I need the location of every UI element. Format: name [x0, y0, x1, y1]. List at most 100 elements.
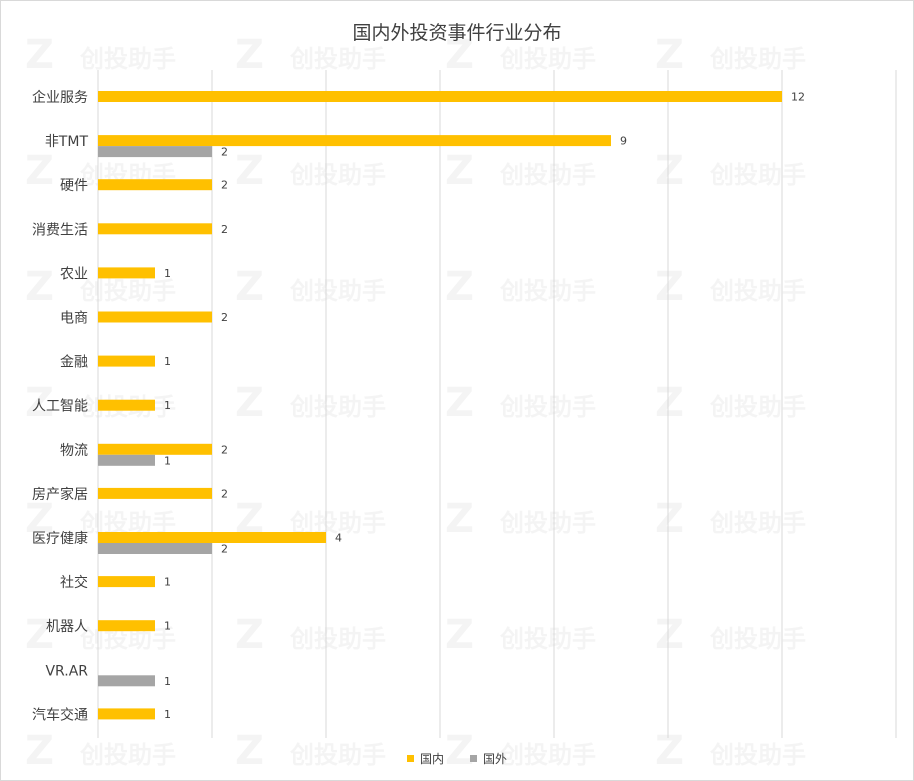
- watermark-text: 创投助手: [709, 741, 806, 769]
- watermark-z-icon: Z: [445, 612, 474, 658]
- bar-domestic: [98, 311, 212, 323]
- data-label: 2: [221, 311, 228, 324]
- watermark-z-icon: Z: [235, 612, 264, 658]
- watermark-text: 创投助手: [289, 393, 386, 421]
- category-label: 消费生活: [32, 222, 88, 238]
- category-label: VR.AR: [45, 663, 88, 679]
- data-label: 1: [164, 576, 171, 589]
- watermark-text: 创投助手: [709, 509, 806, 537]
- watermark-text: 创投助手: [289, 45, 386, 73]
- category-label: 金融: [60, 355, 88, 371]
- category-label: 企业服务: [32, 89, 88, 106]
- watermark-text: 创投助手: [709, 45, 806, 73]
- watermark-z-icon: Z: [235, 728, 264, 774]
- category-label: 房产家居: [32, 486, 88, 503]
- watermark-text: 创投助手: [499, 277, 596, 305]
- bar-foreign: [98, 146, 212, 158]
- watermark-text: 创投助手: [499, 625, 596, 653]
- bar-domestic: [98, 223, 212, 235]
- watermark-z-icon: Z: [25, 612, 54, 658]
- watermark-text: 创投助手: [289, 625, 386, 653]
- legend-item-domestic[interactable]: 国内: [406, 750, 444, 767]
- category-label: 农业: [60, 266, 88, 282]
- bar-domestic: [98, 443, 212, 455]
- watermark-z-icon: Z: [25, 380, 54, 426]
- watermark-z-icon: Z: [445, 380, 474, 426]
- bar-domestic: [98, 399, 155, 411]
- category-label: 机器人: [46, 619, 88, 635]
- chart-title: 国内外投资事件行业分布: [352, 22, 562, 44]
- bar-foreign: [98, 675, 155, 687]
- watermark-z-icon: Z: [25, 728, 54, 774]
- bar-domestic: [98, 179, 212, 191]
- watermark-z-icon: Z: [655, 264, 684, 310]
- category-label: 汽车交通: [32, 706, 88, 723]
- legend-swatch-foreign: [470, 755, 477, 762]
- watermark-text: 创投助手: [709, 161, 806, 189]
- data-label: 2: [221, 179, 228, 192]
- bar-domestic: [98, 576, 155, 588]
- watermark-text: 创投助手: [709, 277, 806, 305]
- watermark-z-icon: Z: [655, 380, 684, 426]
- watermark-z-icon: Z: [25, 32, 54, 78]
- data-label: 1: [164, 708, 171, 721]
- watermark-z-icon: Z: [25, 264, 54, 310]
- watermark-text: 创投助手: [79, 741, 176, 769]
- bar-domestic: [98, 135, 611, 147]
- watermark-text: 创投助手: [499, 509, 596, 537]
- bar-foreign: [98, 454, 155, 466]
- watermark-text: 创投助手: [499, 45, 596, 73]
- category-label: 人工智能: [32, 399, 88, 415]
- watermark-text: 创投助手: [79, 277, 176, 305]
- category-label: 社交: [60, 574, 88, 591]
- data-label: 1: [164, 620, 171, 633]
- watermark-z-icon: Z: [445, 728, 474, 774]
- legend-swatch-domestic: [406, 755, 414, 762]
- data-label: 2: [221, 223, 228, 236]
- data-label: 2: [221, 487, 228, 500]
- bar-domestic: [98, 708, 155, 720]
- data-label: 12: [791, 91, 805, 104]
- watermark-z-icon: Z: [655, 612, 684, 658]
- watermark-text: 创投助手: [499, 741, 596, 769]
- watermark-z-icon: Z: [445, 264, 474, 310]
- bar-domestic: [98, 487, 212, 499]
- watermark-z-icon: Z: [655, 496, 684, 542]
- category-label: 非TMT: [45, 134, 89, 150]
- bar-domestic: [98, 620, 155, 632]
- category-label: 医疗健康: [32, 530, 88, 547]
- watermark-z-icon: Z: [235, 380, 264, 426]
- category-label: 电商: [60, 311, 88, 327]
- category-label: 物流: [60, 443, 88, 459]
- watermark-text: 创投助手: [289, 741, 386, 769]
- data-label: 2: [221, 443, 228, 456]
- data-label: 1: [164, 355, 171, 368]
- watermark-z-icon: Z: [25, 496, 54, 542]
- watermark-text: 创投助手: [499, 393, 596, 421]
- watermark-text: 创投助手: [709, 393, 806, 421]
- watermark-z-icon: Z: [235, 264, 264, 310]
- watermark-text: 创投助手: [79, 45, 176, 73]
- watermark-z-icon: Z: [655, 32, 684, 78]
- legend-item-foreign[interactable]: 国外: [470, 750, 507, 767]
- bar-domestic: [98, 91, 782, 102]
- legend: 国内 国外: [0, 750, 914, 767]
- data-label: 2: [221, 146, 228, 159]
- data-label: 1: [164, 675, 171, 688]
- watermark-text: 创投助手: [289, 277, 386, 305]
- legend-label-foreign: 国外: [483, 752, 508, 766]
- bar-foreign: [98, 543, 212, 554]
- bars: [98, 91, 782, 720]
- watermark-text: 创投助手: [499, 161, 596, 189]
- bar-domestic: [98, 532, 326, 543]
- category-label: 硬件: [60, 178, 88, 194]
- data-label: 1: [164, 454, 171, 467]
- legend-label-domestic: 国内: [419, 752, 444, 766]
- data-label: 1: [164, 267, 171, 280]
- watermark-text: 创投助手: [709, 625, 806, 653]
- data-label: 9: [620, 135, 627, 148]
- watermark-z-icon: Z: [445, 148, 474, 194]
